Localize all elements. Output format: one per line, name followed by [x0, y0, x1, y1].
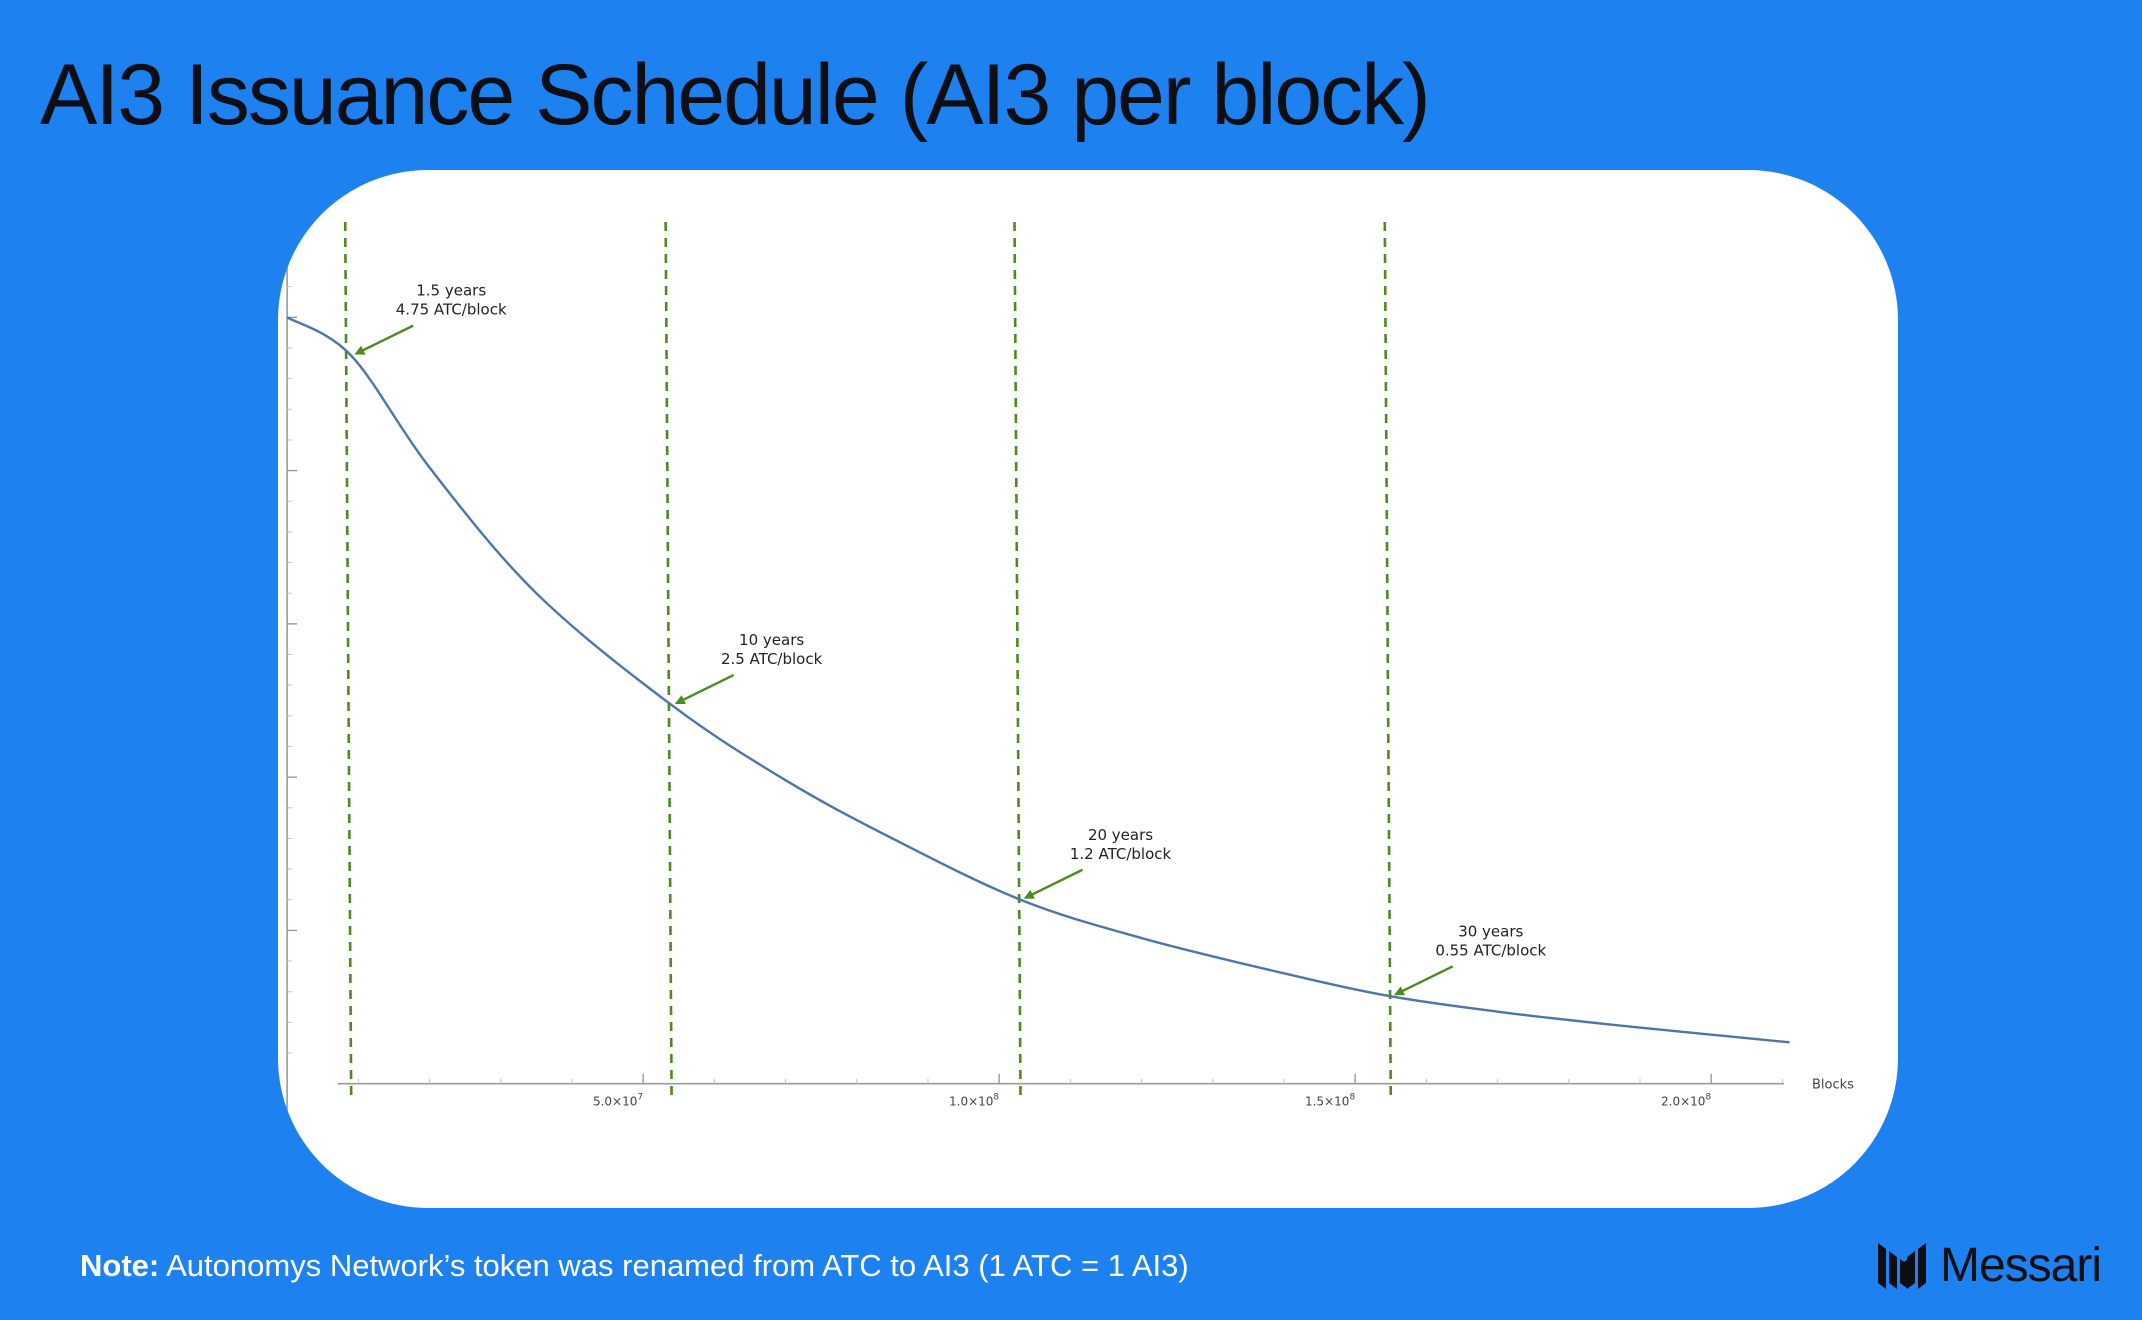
page-title: AI3 Issuance Schedule (AI3 per block) [40, 47, 1431, 143]
brand: Messari [1878, 1236, 2102, 1296]
y-axis-label: ATC [278, 221, 297, 236]
x-tick-label: 1.0×108 [949, 1093, 999, 1109]
messari-logo-icon [1878, 1243, 1926, 1289]
annotation-arrow [1023, 868, 1084, 899]
year-marker-line [1013, 221, 1022, 1098]
annotation-label: 30 years [1458, 922, 1523, 940]
footnote: Note: Autonomys Network’s token was rena… [80, 1246, 1189, 1286]
year-marker-line [664, 221, 673, 1098]
annotation-arrow [674, 674, 735, 705]
x-tick-label: 5.0×107 [593, 1093, 643, 1109]
x-tick-label: 2.0×108 [1661, 1093, 1711, 1109]
issuance-curve [286, 316, 1790, 1044]
annotation-label: 10 years [739, 631, 804, 649]
x-tick-label: 1.5×108 [1305, 1093, 1355, 1109]
year-marker-line [1383, 221, 1393, 1098]
annotation-value: 1.2 ATC/block [1070, 845, 1172, 863]
brand-name: Messari [1940, 1239, 2102, 1292]
year-marker-line [343, 221, 353, 1098]
annotation-arrow [354, 324, 414, 355]
x-axis-label: Blocks [1812, 1078, 1854, 1093]
chart-card: ATCBlocks123455.0×1071.0×1081.5×1082.0×1… [278, 170, 1898, 1208]
footnote-label: Note: [80, 1248, 160, 1283]
annotation-label: 1.5 years [416, 282, 486, 300]
annotation-value: 2.5 ATC/block [721, 650, 823, 668]
annotation-arrow [1393, 965, 1454, 996]
annotation-value: 0.55 ATC/block [1435, 941, 1546, 959]
footnote-text: Autonomys Network’s token was renamed fr… [166, 1248, 1189, 1283]
annotation-label: 20 years [1088, 826, 1153, 844]
issuance-chart: ATCBlocks123455.0×1071.0×1081.5×1082.0×1… [278, 221, 1854, 1129]
annotation-value: 4.75 ATC/block [396, 301, 507, 319]
